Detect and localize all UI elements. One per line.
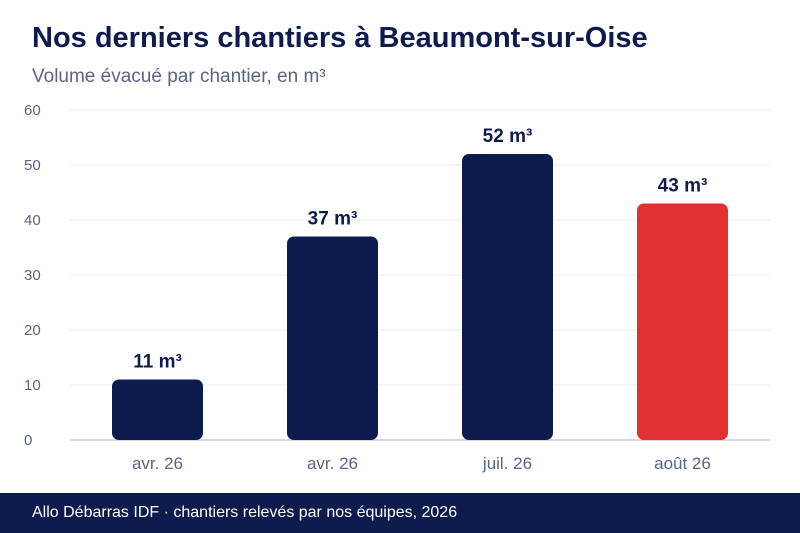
x-tick-label: août 26 <box>654 454 711 473</box>
bar <box>637 203 728 440</box>
data-label: 37 m³ <box>308 209 358 230</box>
y-tick-label: 50 <box>24 157 41 174</box>
y-tick-label: 30 <box>24 267 41 284</box>
footer-source: Allo Débarras IDF · chantiers relevés pa… <box>32 504 458 521</box>
bar <box>462 154 553 440</box>
y-tick-label: 10 <box>24 377 41 394</box>
data-label: 11 m³ <box>133 352 182 373</box>
x-tick-label: juil. 26 <box>482 454 532 473</box>
data-label: 52 m³ <box>483 126 533 147</box>
y-tick-label: 40 <box>24 212 41 229</box>
chart-subtitle: Volume évacué par chantier, en m³ <box>32 66 326 87</box>
bar <box>112 379 203 440</box>
x-tick-label: avr. 26 <box>132 454 183 473</box>
y-tick-label: 0 <box>24 432 32 449</box>
bar-chart: 0 10 20 30 40 50 60 11 m³ avr. 26 37 m³ avr. 26 52 … <box>24 102 770 473</box>
x-tick-label: avr. 26 <box>307 454 358 473</box>
bar <box>287 236 378 440</box>
footer-bar: Allo Débarras IDF · chantiers relevés pa… <box>0 493 800 533</box>
y-tick-label: 20 <box>24 322 41 339</box>
y-tick-label: 60 <box>24 102 41 119</box>
chart-title: Nos derniers chantiers à Beaumont-sur-Oi… <box>32 22 648 54</box>
data-label: 43 m³ <box>658 176 708 197</box>
